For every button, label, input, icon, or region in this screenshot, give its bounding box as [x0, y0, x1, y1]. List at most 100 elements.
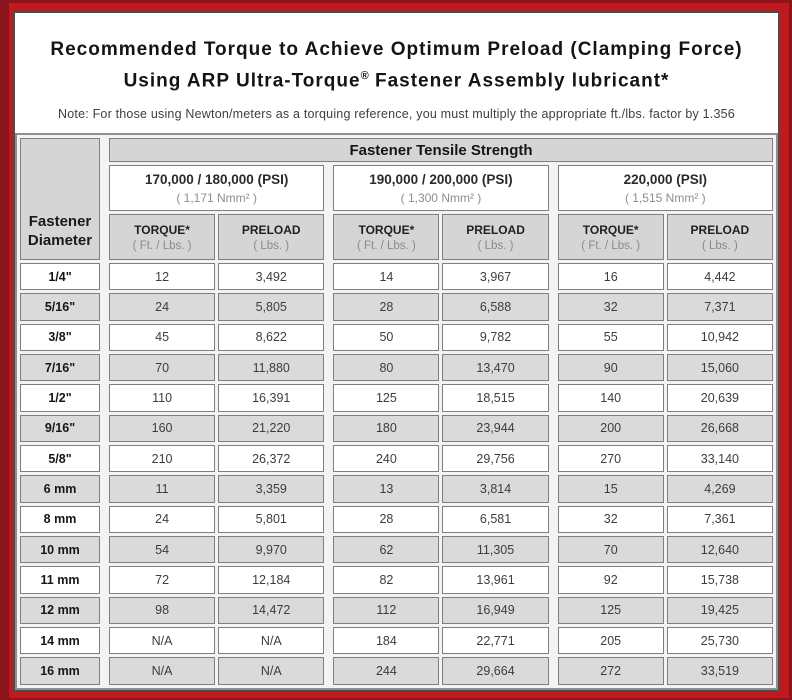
corner-label-line-2: Diameter — [27, 232, 93, 249]
column-gap — [552, 506, 555, 533]
conversion-note: Note: For those using Newton/meters as a… — [58, 107, 735, 122]
torque-value-cell: 50 — [333, 323, 440, 352]
column-gap — [327, 324, 330, 351]
column-gap — [327, 214, 330, 260]
table-row: 12 mm 98 14,472 112 16,949 125 19,425 — [20, 596, 773, 625]
torque-column-header: TORQUE* ( Ft. / Lbs. ) — [557, 214, 664, 260]
psi-header-row: 170,000 / 180,000 (PSI) ( 1,171 Nmm² ) 1… — [20, 165, 773, 211]
page-title-line-2: Using ARP Ultra-Torque® Fastener Assembl… — [15, 63, 778, 94]
torque-column-header: TORQUE* ( Ft. / Lbs. ) — [333, 214, 440, 260]
fastener-diameter-cell: 9/16" — [20, 414, 100, 443]
torque-value-cell: 205 — [557, 627, 664, 655]
column-gap — [327, 566, 330, 593]
preload-value-cell: 11,305 — [442, 536, 549, 564]
page-title-line-1: Recommended Torque to Achieve Optimum Pr… — [50, 39, 743, 60]
column-gap — [327, 384, 330, 411]
torque-value-cell: N/A — [109, 627, 216, 655]
fastener-diameter-cell: 1/4" — [20, 263, 100, 291]
tensile-strength-header-row: Fastener Diameter Fastener Tensile Stren… — [20, 138, 773, 260]
column-gap — [327, 506, 330, 533]
torque-header-unit: ( Ft. / Lbs. ) — [356, 240, 416, 252]
preload-value-cell: 20,639 — [666, 384, 773, 412]
torque-value-cell: 140 — [557, 384, 664, 412]
preload-header-label: PRELOAD — [690, 223, 750, 237]
fastener-diameter-cell: 8 mm — [20, 505, 100, 534]
torque-header-unit: ( Ft. / Lbs. ) — [132, 240, 192, 252]
table-row: 6 mm 11 3,359 13 3,814 15 4,269 — [20, 475, 773, 503]
fastener-diameter-cell: 16 mm — [20, 657, 100, 685]
torque-value-cell: 82 — [333, 566, 440, 594]
preload-value-cell: 10,942 — [666, 323, 773, 352]
torque-value-cell: 70 — [109, 354, 216, 382]
torque-header-label: TORQUE* — [134, 223, 190, 237]
column-gap — [103, 566, 106, 593]
table-row: 8 mm 24 5,801 28 6,581 32 7,361 — [20, 505, 773, 534]
table-row: 5/16" 24 5,805 28 6,588 32 7,371 — [20, 293, 773, 321]
torque-value-cell: 180 — [333, 414, 440, 443]
column-gap — [327, 657, 330, 685]
torque-header-label: TORQUE* — [358, 223, 415, 237]
preload-value-cell: 4,269 — [666, 475, 773, 503]
preload-value-cell: 23,944 — [442, 414, 549, 443]
table-row: 1/2" 110 16,391 125 18,515 140 20,639 — [20, 384, 773, 412]
torque-value-cell: 125 — [333, 384, 440, 412]
preload-value-cell: 25,730 — [666, 627, 773, 655]
column-gap — [552, 354, 555, 381]
table-row: 11 mm 72 12,184 82 13,961 92 15,738 — [20, 566, 773, 594]
table-wrapper: Fastener Diameter Fastener Tensile Stren… — [15, 133, 778, 690]
torque-value-cell: 28 — [333, 505, 440, 534]
preload-value-cell: 33,519 — [666, 657, 773, 685]
column-gap — [552, 475, 555, 502]
column-gap — [327, 475, 330, 502]
column-gap — [103, 263, 106, 290]
psi-group-header-1: 170,000 / 180,000 (PSI) ( 1,171 Nmm² ) — [109, 165, 325, 211]
torque-value-cell: 272 — [557, 657, 664, 685]
preload-value-cell: 3,967 — [442, 263, 549, 291]
column-gap — [552, 384, 555, 411]
preload-value-cell: 33,140 — [666, 445, 773, 473]
fastener-diameter-header-cell: Fastener Diameter — [20, 138, 100, 260]
preload-value-cell: 6,588 — [442, 293, 549, 321]
preload-value-cell: 7,361 — [666, 505, 773, 534]
table-row: 3/8" 45 8,622 50 9,782 55 10,942 — [20, 323, 773, 352]
torque-value-cell: 240 — [333, 445, 440, 473]
column-gap — [552, 657, 555, 685]
preload-value-cell: 16,391 — [218, 384, 325, 412]
table-row: 10 mm 54 9,970 62 11,305 70 12,640 — [20, 536, 773, 564]
table-row: 5/8" 210 26,372 240 29,756 270 33,140 — [20, 445, 773, 473]
fastener-diameter-cell: 14 mm — [20, 627, 100, 655]
preload-value-cell: 12,184 — [218, 566, 325, 594]
preload-value-cell: 21,220 — [218, 414, 325, 443]
preload-value-cell: 5,805 — [218, 293, 325, 321]
title-line2-suffix: Fastener Assembly lubricant* — [368, 70, 670, 92]
torque-value-cell: 70 — [557, 536, 664, 564]
column-gap — [103, 627, 106, 654]
column-gap — [552, 566, 555, 593]
preload-header-unit: ( Lbs. ) — [701, 240, 738, 252]
fastener-diameter-cell: 5/16" — [20, 293, 100, 321]
column-gap — [552, 627, 555, 654]
fastener-diameter-cell: 11 mm — [20, 566, 100, 594]
preload-value-cell: 3,492 — [218, 263, 325, 291]
preload-value-cell: 29,664 — [442, 657, 549, 685]
column-gap — [552, 445, 555, 472]
column-gap — [103, 597, 106, 624]
column-gap — [327, 445, 330, 472]
column-gap — [103, 657, 106, 685]
title-block: Recommended Torque to Achieve Optimum Pr… — [15, 13, 778, 133]
preload-header-label: PRELOAD — [466, 223, 525, 237]
column-gap — [327, 627, 330, 654]
torque-value-cell: 200 — [557, 414, 664, 443]
preload-value-cell: 19,425 — [666, 596, 773, 625]
column-gap — [327, 354, 330, 381]
column-gap — [103, 354, 106, 381]
preload-value-cell: 18,515 — [442, 384, 549, 412]
preload-value-cell: 11,880 — [218, 354, 325, 382]
torque-value-cell: 125 — [557, 596, 664, 625]
preload-value-cell: 26,372 — [218, 445, 325, 473]
column-gap — [103, 415, 106, 442]
torque-value-cell: 13 — [333, 475, 440, 503]
torque-value-cell: 28 — [333, 293, 440, 321]
corner-label-line-1: Fastener — [28, 213, 92, 230]
preload-value-cell: 13,470 — [442, 354, 549, 382]
